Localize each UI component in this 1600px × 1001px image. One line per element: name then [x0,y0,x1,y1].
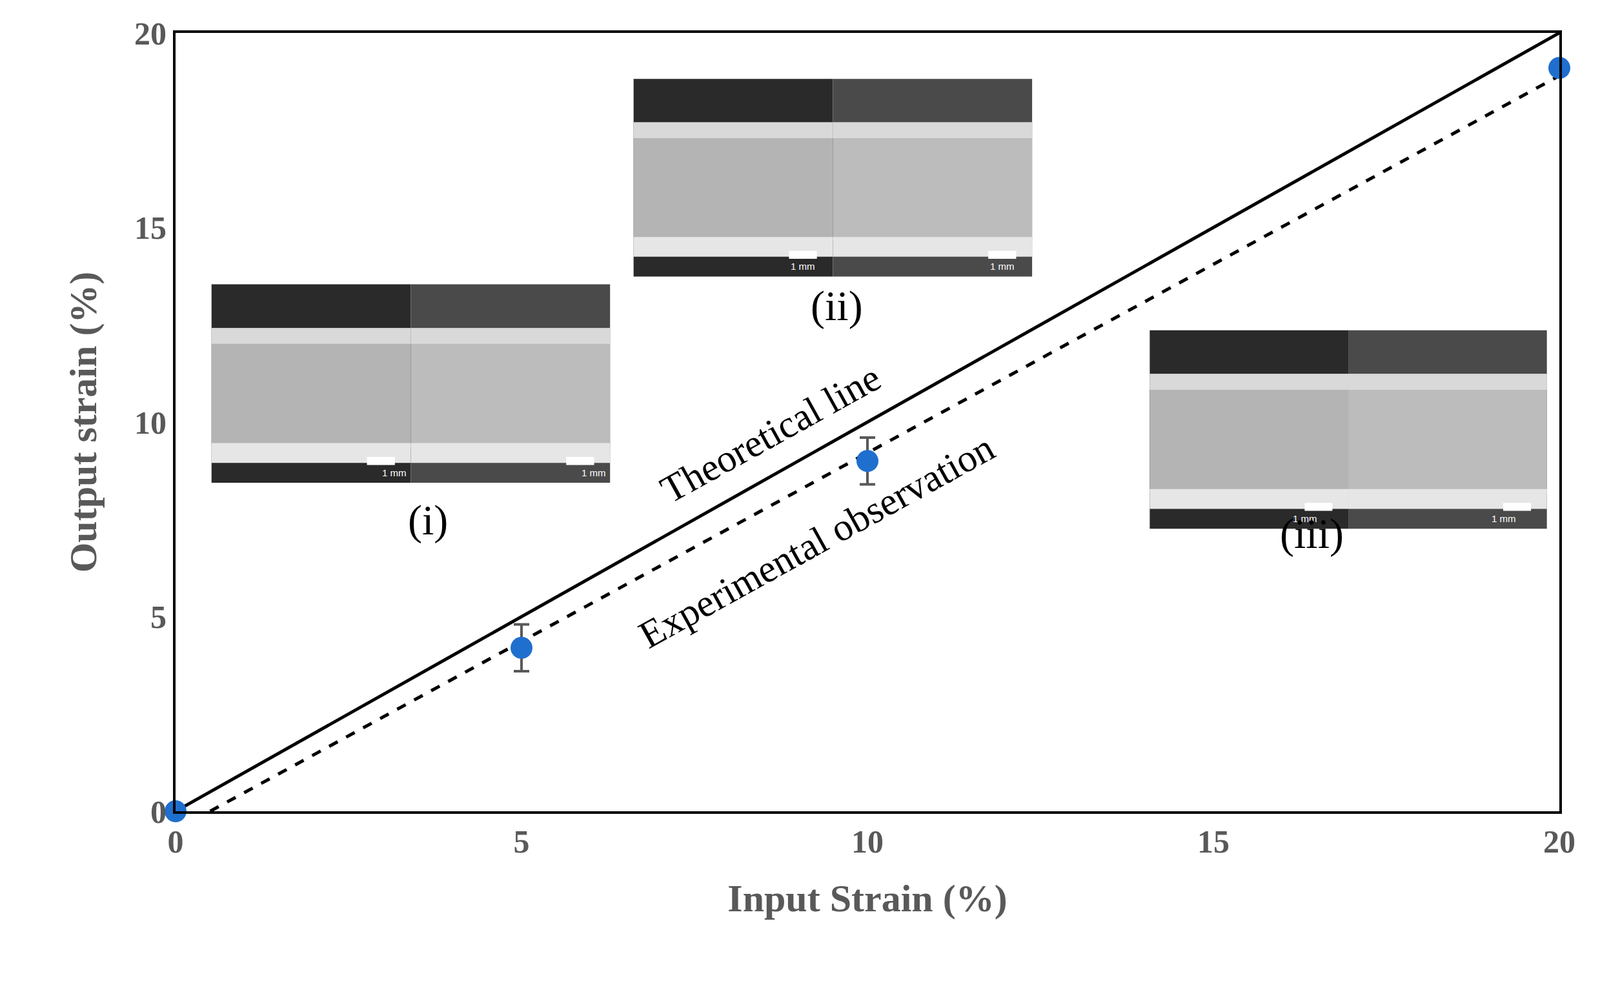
svg-text:Output strain (%): Output strain (%) [61,271,105,574]
svg-text:0: 0 [167,823,184,860]
svg-text:(iii): (iii) [1279,509,1344,558]
svg-text:(ii): (ii) [810,282,863,330]
svg-text:1 mm: 1 mm [790,260,816,272]
svg-text:10: 10 [851,823,884,860]
svg-text:20: 20 [134,15,167,52]
svg-text:1 mm: 1 mm [382,467,407,479]
svg-text:Input Strain (%): Input Strain (%) [727,877,1007,920]
svg-text:1 mm: 1 mm [990,260,1015,272]
svg-text:1 mm: 1 mm [1491,513,1517,525]
svg-text:10: 10 [134,404,167,441]
svg-text:1 mm: 1 mm [1292,513,1318,525]
svg-text:0: 0 [150,793,167,831]
svg-text:Theoretical line: Theoretical line [653,355,889,512]
svg-text:1 mm: 1 mm [581,467,607,479]
svg-text:Experimental observation: Experimental observation [631,425,1002,657]
svg-text:5: 5 [150,598,167,636]
svg-text:(i): (i) [407,496,448,545]
svg-text:20: 20 [1543,823,1576,860]
svg-text:5: 5 [513,823,530,860]
svg-text:15: 15 [1197,823,1230,860]
svg-text:15: 15 [134,209,167,246]
